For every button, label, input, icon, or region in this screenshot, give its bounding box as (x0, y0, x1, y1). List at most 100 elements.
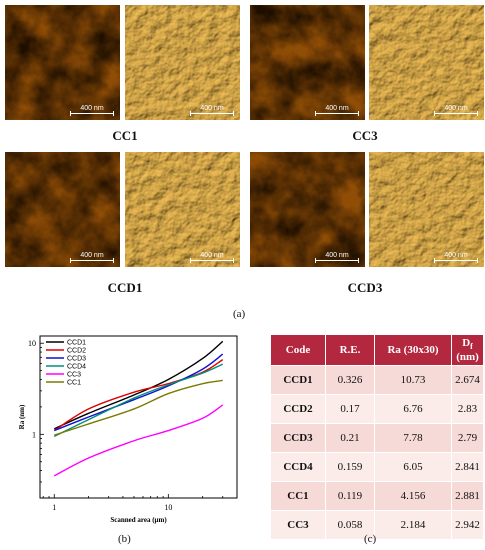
scale-bar-label: 400 nm (200, 105, 224, 112)
table-cell: CCD4 (270, 452, 326, 482)
afm-height-image-ccd1: 400 nm (5, 152, 120, 267)
legend-label-ccd2: CCD2 (67, 348, 86, 355)
legend-label-ccd3: CCD3 (67, 356, 86, 363)
scale-bar-line (190, 258, 234, 263)
table-cell: 6.76 (374, 394, 452, 424)
table-cell: 10.73 (374, 365, 452, 395)
table-cell: 2.184 (374, 510, 452, 540)
y-tick-label: 10 (28, 339, 36, 348)
sample-label-ccd3: CCD3 (347, 280, 383, 295)
panel-label-b: (b) (118, 533, 131, 545)
afm-texture (125, 5, 240, 120)
afm-height-image-ccd3: 400 nm (250, 152, 365, 267)
scale-bar-line (70, 111, 114, 116)
scale-bar-label: 400 nm (80, 252, 104, 259)
legend-label-cc1: CC1 (67, 380, 81, 387)
table-cell: 2.79 (451, 423, 484, 453)
sample-label-ccd1: CCD1 (107, 280, 143, 295)
scale-bar-line (190, 111, 234, 116)
scale-bar-label: 400 nm (325, 105, 349, 112)
header-code: Code (270, 334, 326, 366)
afm-texture (250, 5, 365, 120)
series-line-ccd4 (53, 363, 224, 437)
header-ra: Ra (30x30) (374, 334, 452, 366)
table-cell: CCD3 (270, 423, 326, 453)
panel-label-a: (a) (233, 308, 246, 320)
table-cell: CC3 (270, 510, 326, 540)
sample-label-cc1: CC1 (112, 128, 138, 143)
afm-texture (250, 152, 365, 267)
scale-bar-line (434, 258, 478, 263)
afm-phase-image-ccd1: 400 nm (125, 152, 240, 267)
header-re: R.E. (325, 334, 375, 366)
table-row: CCD1 0.326 10.73 2.674 (270, 365, 484, 395)
afm-texture (369, 5, 484, 120)
table-cell: 2.841 (451, 452, 484, 482)
scale-bar-line (315, 258, 359, 263)
table-cell: 0.17 (325, 394, 375, 424)
series-line-ccd3 (53, 353, 224, 432)
afm-height-image-cc1: 400 nm (5, 5, 120, 120)
scale-bar-label: 400 nm (444, 252, 468, 259)
scale-bar: 400 nm (190, 105, 234, 116)
header-df: Df (nm) (451, 334, 484, 366)
series-line-cc3 (53, 404, 224, 477)
table-row: CCD4 0.159 6.05 2.841 (270, 452, 484, 482)
x-tick-label: 1 (52, 503, 56, 512)
scale-bar: 400 nm (434, 252, 478, 263)
legend-label-cc3: CC3 (67, 372, 81, 379)
scale-bar-label: 400 nm (325, 252, 349, 259)
scale-bar-line (434, 111, 478, 116)
plot-frame (39, 335, 238, 499)
table-body: CCD1 0.326 10.73 2.674 CCD2 0.17 6.76 2.83 CCD3 0… (270, 365, 484, 540)
afm-height-image-cc3: 400 nm (250, 5, 365, 120)
scale-bar-label: 400 nm (80, 105, 104, 112)
afm-phase-image-cc3: 400 nm (369, 5, 484, 120)
table-cell: 2.881 (451, 481, 484, 511)
afm-texture (369, 152, 484, 267)
scale-bar: 400 nm (315, 252, 359, 263)
table-row: CCD2 0.17 6.76 2.83 (270, 394, 484, 424)
table-cell: 4.156 (374, 481, 452, 511)
scale-bar: 400 nm (190, 252, 234, 263)
x-tick-label: 10 (164, 503, 172, 512)
legend-label-ccd1: CCD1 (67, 340, 86, 347)
table-header-row: Code R.E. Ra (30x30) Df (nm) (270, 334, 484, 366)
afm-texture (5, 152, 120, 267)
table-cell: 2.674 (451, 365, 484, 395)
table-cell: 0.159 (325, 452, 375, 482)
series-line-ccd2 (53, 359, 224, 432)
series-line-cc1 (54, 379, 223, 436)
legend-label-ccd4: CCD4 (67, 364, 86, 371)
table-cell: 2.942 (451, 510, 484, 540)
table-cell: CCD1 (270, 365, 326, 395)
scale-bar-line (70, 258, 114, 263)
x-axis-label: Scanned area (μm) (110, 516, 167, 524)
table-cell: 7.78 (374, 423, 452, 453)
table-cell: 0.119 (325, 481, 375, 511)
table-cell: 0.058 (325, 510, 375, 540)
table-cell: CC1 (270, 481, 326, 511)
scale-bar: 400 nm (434, 105, 478, 116)
table-row: CCD3 0.21 7.78 2.79 (270, 423, 484, 453)
table-row: CC1 0.119 4.156 2.881 (270, 481, 484, 511)
table-cell: 6.05 (374, 452, 452, 482)
y-tick-label: 1 (32, 430, 36, 439)
scale-bar: 400 nm (70, 105, 114, 116)
sample-label-cc3: CC3 (352, 128, 378, 143)
scale-bar-label: 400 nm (200, 252, 224, 259)
roughness-table: Code R.E. Ra (30x30) Df (nm) CCD1 0.326 10… (270, 334, 484, 540)
afm-phase-image-cc1: 400 nm (125, 5, 240, 120)
afm-texture (125, 152, 240, 267)
scale-bar-line (315, 111, 359, 116)
scale-bar: 400 nm (315, 105, 359, 116)
scale-bar: 400 nm (70, 252, 114, 263)
y-axis-label: Ra (nm) (18, 404, 26, 429)
table-row: CC3 0.058 2.184 2.942 (270, 510, 484, 540)
panel-label-c: (c) (364, 533, 377, 545)
afm-texture (5, 5, 120, 120)
afm-phase-image-ccd3: 400 nm (369, 152, 484, 267)
table-cell: 0.21 (325, 423, 375, 453)
table-cell: 2.83 (451, 394, 484, 424)
